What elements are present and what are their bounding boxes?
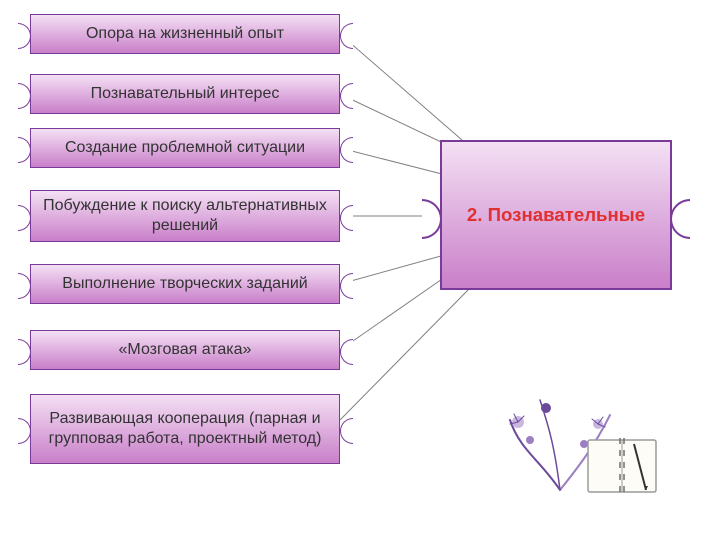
leaf-node-2: Создание проблемной ситуации	[30, 128, 340, 168]
leaf-node-6: Развивающая кооперация (парная и группов…	[30, 394, 340, 464]
leaf-node-5: «Мозговая атака»	[30, 330, 340, 370]
leaf-node-4: Выполнение творческих заданий	[30, 264, 340, 304]
central-node-label: 2. Познавательные	[467, 203, 645, 226]
leaf-node-1-label: Познавательный интерес	[91, 84, 280, 104]
leaf-node-5-label: «Мозговая атака»	[119, 340, 252, 360]
notebook-icon	[582, 430, 662, 500]
leaf-node-0: Опора на жизненный опыт	[30, 14, 340, 54]
diagram-stage: 2. Познавательные Опора на жизненный опыт…	[0, 0, 720, 540]
leaf-node-0-label: Опора на жизненный опыт	[86, 24, 284, 44]
leaf-node-4-label: Выполнение творческих заданий	[62, 274, 307, 294]
leaf-node-6-label: Развивающая кооперация (парная и группов…	[39, 409, 331, 449]
leaf-node-1: Познавательный интерес	[30, 74, 340, 114]
leaf-node-2-label: Создание проблемной ситуации	[65, 138, 305, 158]
leaf-node-3: Побуждение к поиску альтернативных решен…	[30, 190, 340, 242]
central-node: 2. Познавательные	[440, 140, 672, 290]
leaf-node-3-label: Побуждение к поиску альтернативных решен…	[39, 196, 331, 236]
